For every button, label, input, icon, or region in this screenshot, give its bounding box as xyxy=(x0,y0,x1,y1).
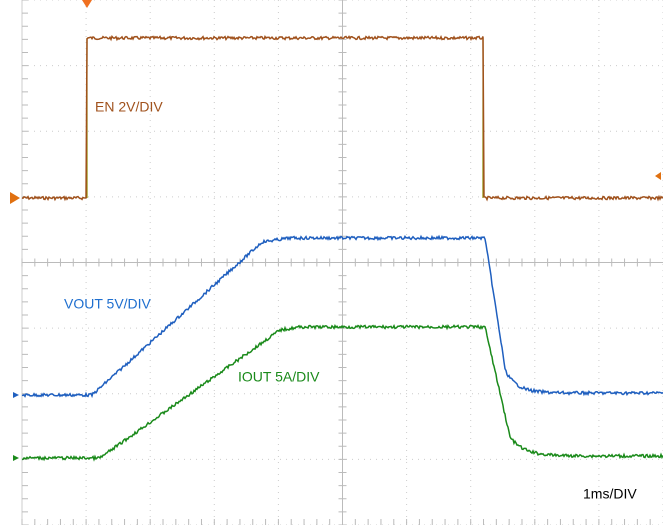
trigger-level-marker xyxy=(655,172,661,180)
iout-trace xyxy=(21,323,663,462)
trigger-marker xyxy=(82,0,92,8)
en-trace xyxy=(21,34,663,202)
timebase-label: 1ms/DIV xyxy=(583,486,637,502)
en-label: EN 2V/DIV xyxy=(95,99,163,115)
grid xyxy=(21,0,663,525)
en-ground-marker xyxy=(10,192,20,204)
iout-ground-marker xyxy=(13,455,19,461)
traces xyxy=(21,34,663,462)
iout-label: IOUT 5A/DIV xyxy=(238,369,320,385)
vout-trace xyxy=(21,234,663,399)
vout-label: VOUT 5V/DIV xyxy=(64,296,152,312)
vout-ground-marker xyxy=(13,392,19,398)
